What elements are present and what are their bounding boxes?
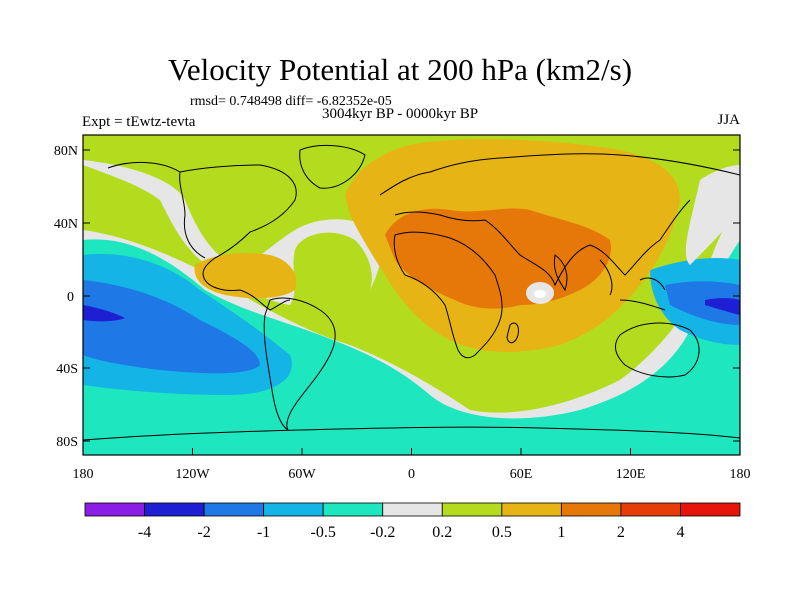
coast-southeast-asia [599, 259, 666, 311]
coast-antarctica [83, 426, 740, 441]
colorbar-label: 4 [676, 524, 684, 541]
coastlines [83, 145, 740, 441]
season-label: JJA [717, 112, 740, 128]
colorbar-swatch [263, 502, 324, 517]
colorbar-label: 0.2 [432, 524, 452, 541]
colorbar-label: -0.2 [370, 524, 395, 541]
lon-ticks [82, 448, 741, 455]
coast-south-america [263, 297, 336, 431]
lon-label-60w: 60W [288, 467, 316, 482]
colorbar-swatch [620, 502, 681, 517]
colorbar-swatch [680, 502, 741, 517]
coast-africa [393, 231, 503, 359]
colorbar-swatch [203, 502, 265, 517]
lon-label-60e: 60E [510, 467, 533, 482]
colorbar-label: 0.5 [492, 524, 512, 541]
colorbar-swatch [84, 502, 145, 517]
period-label: 3004kyr BP - 0000kyr BP [322, 106, 479, 122]
contour-neutral-northeast [685, 165, 740, 265]
colorbar-swatch [382, 502, 443, 517]
colorbar-swatch [501, 502, 562, 517]
colorbar-swatch [322, 502, 384, 517]
colorbar: -4 -2 -1 -0.5 -0.2 0.2 0.5 1 2 4 [84, 502, 741, 541]
coast-na-west [179, 171, 206, 259]
lon-label-120w: 120W [175, 467, 210, 482]
colorbar-label: -1 [257, 524, 270, 541]
colorbar-label: -0.5 [311, 524, 336, 541]
coast-madagascar [506, 322, 519, 344]
lat-ticks [83, 149, 740, 442]
contour-deeper-west-pacific [665, 281, 740, 325]
lon-label-180e: 180 [730, 467, 751, 482]
colorbar-label: -2 [197, 524, 210, 541]
colorbar-label: 1 [557, 524, 565, 541]
lon-label-0: 0 [408, 467, 415, 482]
lat-label-80s: 80S [56, 435, 78, 450]
experiment-label: Expt = tEwtz-tevta [82, 114, 196, 130]
rmsd-diff-stats: rmsd= 0.748498 diff= -6.82352e-05 [190, 94, 392, 109]
coast-greenland [299, 145, 366, 189]
contour-deeper-pacific [83, 280, 260, 374]
colorbar-label: 2 [617, 524, 625, 541]
colorbar-swatch [441, 502, 503, 517]
coast-eurasia-north [379, 153, 740, 196]
colorbar-swatch [560, 502, 622, 517]
contour-arabian-core [534, 290, 546, 298]
coast-north-america [107, 161, 297, 311]
contour-deepest-west-pacific [705, 298, 740, 315]
lat-label-40n: 40N [54, 217, 78, 232]
lon-label-120e: 120E [616, 467, 646, 482]
lon-labels: 180 120W 60W 0 60E 120E 180 [73, 467, 751, 482]
colorbar-swatch [144, 502, 205, 517]
lat-labels: 80N 40N 0 40S 80S [54, 144, 78, 450]
coast-eurasia-south [394, 199, 691, 287]
contour-positive-caribbean [194, 253, 297, 299]
colorbar-label: -4 [138, 524, 151, 541]
contour-field [83, 135, 740, 455]
lon-label-180w: 180 [73, 467, 94, 482]
lat-label-equator: 0 [67, 290, 74, 305]
lat-label-80n: 80N [54, 144, 78, 159]
contour-negative-belt [83, 239, 740, 455]
lat-label-40s: 40S [56, 362, 78, 377]
contour-deepest-pacific [83, 305, 125, 322]
contour-neutral-north [83, 160, 382, 305]
coast-india [553, 254, 568, 292]
map-title: Velocity Potential at 200 hPa (km2/s) [167, 52, 633, 87]
coast-australia [614, 322, 700, 378]
